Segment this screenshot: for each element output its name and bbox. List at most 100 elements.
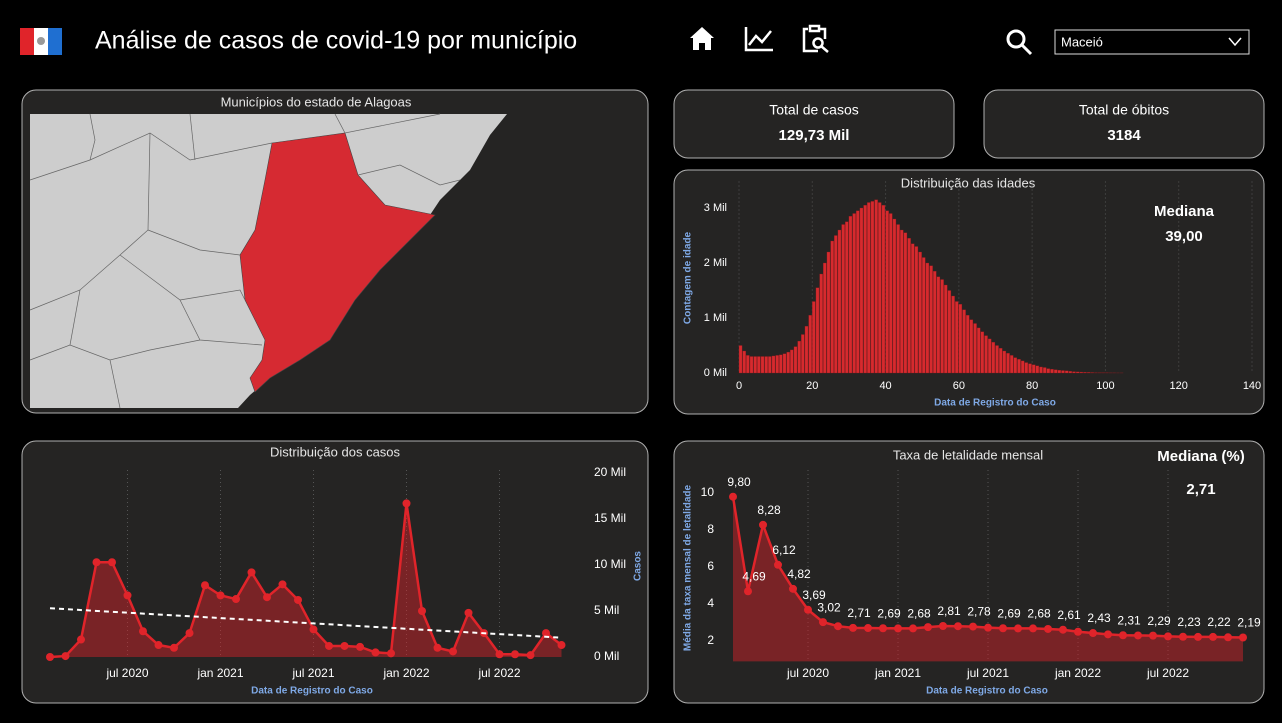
- point: [1209, 633, 1217, 641]
- bar: [878, 203, 881, 374]
- x-tick-label: jul 2020: [105, 666, 148, 680]
- bar: [1087, 372, 1090, 373]
- point: [1044, 625, 1052, 633]
- y-tick-label: 2 Mil: [704, 257, 727, 269]
- bar: [853, 214, 856, 374]
- bar: [757, 357, 760, 374]
- data-label: 2,69: [997, 606, 1021, 620]
- y-tick-label: 15 Mil: [594, 511, 626, 525]
- annotation-title: Mediana (%): [1157, 448, 1245, 465]
- point: [46, 653, 54, 661]
- x-tick-label: 120: [1170, 380, 1188, 392]
- point: [849, 624, 857, 632]
- point: [511, 650, 519, 658]
- bar: [922, 258, 925, 374]
- data-label: 9,80: [727, 475, 751, 489]
- point: [341, 642, 349, 650]
- point: [834, 622, 842, 630]
- data-label: 4,82: [787, 567, 811, 581]
- bar: [981, 332, 984, 373]
- bar: [1047, 369, 1050, 373]
- annotation-value: 39,00: [1165, 228, 1203, 245]
- bar: [1061, 371, 1064, 373]
- point: [924, 623, 932, 631]
- bar: [1083, 372, 1086, 373]
- bar: [864, 205, 867, 373]
- bar: [812, 302, 815, 374]
- point: [155, 641, 163, 649]
- x-tick-label: 100: [1096, 380, 1114, 392]
- bar: [871, 201, 874, 373]
- point: [465, 609, 473, 617]
- point: [789, 585, 797, 593]
- point: [1029, 624, 1037, 632]
- y-tick-label: 2: [707, 633, 714, 647]
- data-label: 6,12: [772, 543, 796, 557]
- x-tick-label: 80: [1026, 380, 1038, 392]
- point: [909, 624, 917, 632]
- y-tick-label: 5 Mil: [594, 603, 619, 617]
- point: [372, 648, 380, 656]
- bar: [933, 271, 936, 373]
- bar: [889, 214, 892, 374]
- bar: [930, 266, 933, 373]
- bar: [750, 357, 753, 374]
- point: [954, 622, 962, 630]
- point: [201, 581, 209, 589]
- bar: [809, 315, 812, 373]
- point: [217, 591, 225, 599]
- y-axis-label: Contagem de idade: [683, 231, 694, 324]
- data-label: 2,68: [907, 607, 931, 621]
- bar: [860, 208, 863, 373]
- point: [170, 644, 178, 652]
- point: [1134, 631, 1142, 639]
- bar: [856, 211, 859, 373]
- bar: [765, 357, 768, 374]
- flag: [20, 28, 62, 55]
- bar: [941, 280, 944, 374]
- point: [1164, 632, 1172, 640]
- bar: [919, 252, 922, 373]
- x-tick-label: 40: [879, 380, 891, 392]
- bar: [1072, 372, 1075, 373]
- bar: [779, 355, 782, 373]
- point: [558, 641, 566, 649]
- y-tick-label: 1 Mil: [704, 312, 727, 324]
- annotation-value: 2,71: [1186, 481, 1215, 498]
- point: [418, 607, 426, 615]
- bar: [739, 346, 742, 374]
- bar: [772, 356, 775, 373]
- bar: [1069, 371, 1072, 373]
- municipio-dropdown[interactable]: Maceió: [1055, 30, 1249, 54]
- point: [729, 493, 737, 501]
- x-tick-label: 0: [736, 380, 742, 392]
- bar: [798, 341, 801, 373]
- data-label: 2,31: [1117, 613, 1141, 627]
- point: [1194, 633, 1202, 641]
- point: [186, 629, 194, 637]
- bar: [1039, 367, 1042, 373]
- card-label: Total de óbitos: [1079, 102, 1169, 118]
- annotation-title: Mediana: [1154, 203, 1215, 220]
- bar: [937, 277, 940, 373]
- point: [232, 595, 240, 603]
- bar: [1021, 361, 1024, 373]
- point: [1059, 626, 1067, 634]
- point: [894, 624, 902, 632]
- data-label: 2,81: [937, 604, 961, 618]
- bar: [966, 315, 969, 373]
- bar: [904, 233, 907, 373]
- bar: [805, 326, 808, 373]
- point: [387, 649, 395, 657]
- bar: [893, 219, 896, 373]
- data-label: 8,28: [757, 503, 781, 517]
- bar: [944, 285, 947, 373]
- bar: [952, 296, 955, 373]
- bar: [761, 357, 764, 374]
- data-label: 2,23: [1177, 615, 1201, 629]
- bar: [911, 244, 914, 373]
- chart-title: Distribuição das idades: [901, 175, 1036, 190]
- point: [744, 587, 752, 595]
- bar: [1025, 363, 1028, 373]
